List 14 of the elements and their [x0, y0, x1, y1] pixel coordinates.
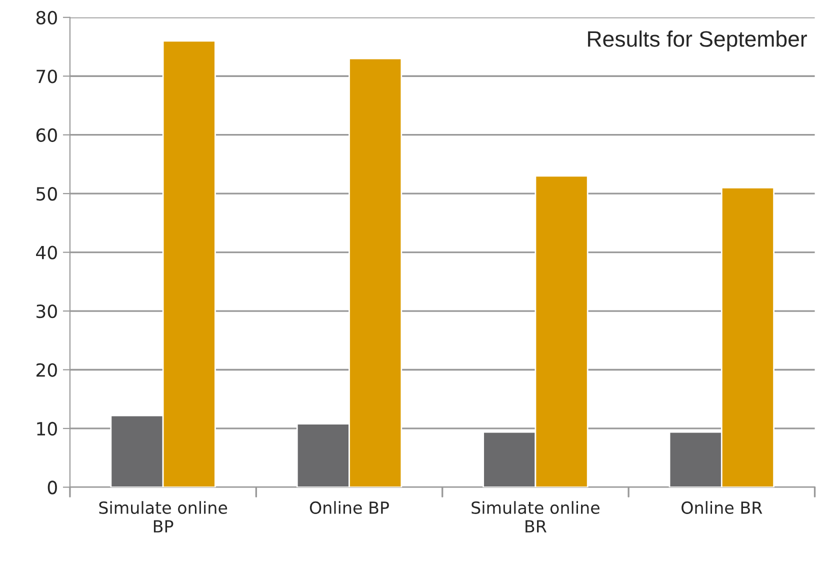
- y-tick-label: 60: [36, 128, 57, 142]
- y-tick-label: 30: [36, 304, 57, 318]
- y-tick-label: 20: [36, 363, 57, 377]
- x-tick-label: Simulate online BP: [99, 501, 228, 532]
- y-tick-label: 80: [36, 10, 57, 25]
- y-tick-label: 50: [36, 187, 57, 201]
- y-tick-label: 10: [37, 422, 57, 436]
- y-tick-label: 0: [48, 480, 57, 494]
- x-tick-label: Online BR: [682, 501, 762, 514]
- x-tick-label: Online BP: [310, 501, 389, 514]
- y-tick-label: 40: [36, 246, 57, 260]
- text: Results for September: [588, 30, 807, 52]
- x-tick-label: Simulate online BR: [472, 501, 600, 532]
- y-tick-label: 70: [36, 70, 57, 84]
